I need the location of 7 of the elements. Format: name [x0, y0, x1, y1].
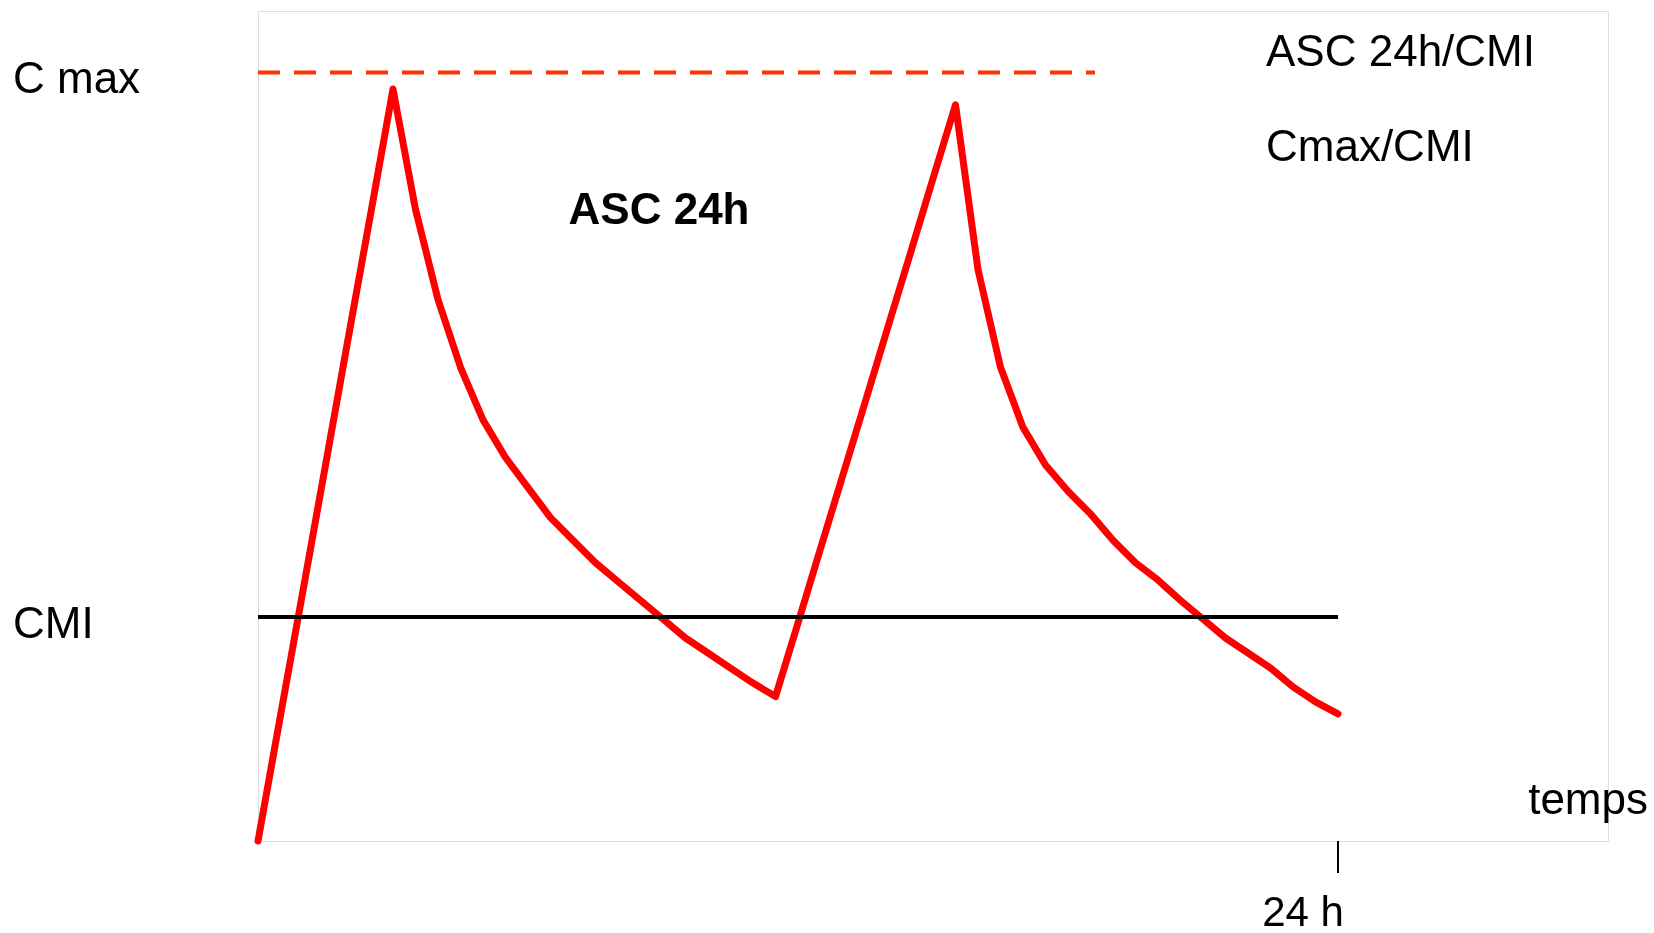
annotation: Cmax/CMI [1266, 121, 1474, 170]
x-axis-title: temps [1528, 774, 1648, 823]
ref-line-label: CMI [13, 597, 94, 647]
annotation: ASC 24h [568, 184, 750, 233]
text: ASC 24h/CMI [1266, 26, 1535, 75]
ref-line-label: C max [13, 53, 141, 103]
text: 24 h [1262, 888, 1344, 933]
